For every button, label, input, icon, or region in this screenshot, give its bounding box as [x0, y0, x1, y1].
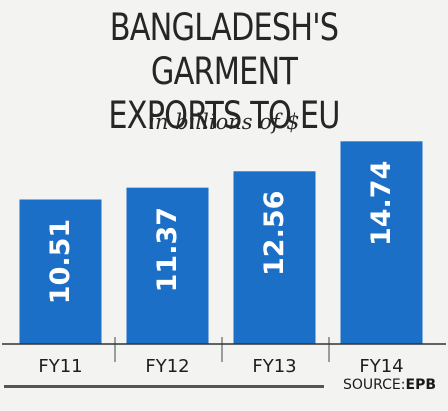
bar-fy14: [340, 141, 423, 344]
source-note: SOURCE:EPB: [338, 377, 437, 393]
chart-title: BANGLADESH'S GARMENT EXPORTS TO EU: [40, 6, 407, 138]
data-label-fy13: 12.56: [259, 191, 290, 276]
bars-group: 10.51 11.37 12.56 14.74: [19, 141, 423, 344]
bar-fy13: [233, 171, 316, 344]
x-tick-label-fy11: FY11: [38, 356, 82, 377]
data-label-fy14: 14.74: [366, 161, 397, 246]
source-name: EPB: [405, 377, 437, 393]
x-axis: FY11 FY12 FY13 FY14: [2, 337, 446, 377]
chart-subtitle: in billions of $: [148, 110, 300, 134]
source-label: SOURCE:: [342, 377, 406, 393]
bar-fy11: [19, 199, 102, 344]
x-tick-label-fy12: FY12: [145, 356, 189, 377]
bottom-rule: [4, 385, 324, 388]
data-label-fy11: 10.51: [45, 219, 76, 304]
data-label-fy12: 11.37: [152, 207, 183, 292]
x-tick-label-fy14: FY14: [359, 356, 403, 377]
x-tick-label-fy13: FY13: [252, 356, 296, 377]
chart-title-line-1: BANGLADESH'S GARMENT: [109, 6, 339, 93]
bar-fy12: [126, 187, 209, 344]
chart-title-line-2: EXPORTS TO EU: [108, 94, 340, 137]
